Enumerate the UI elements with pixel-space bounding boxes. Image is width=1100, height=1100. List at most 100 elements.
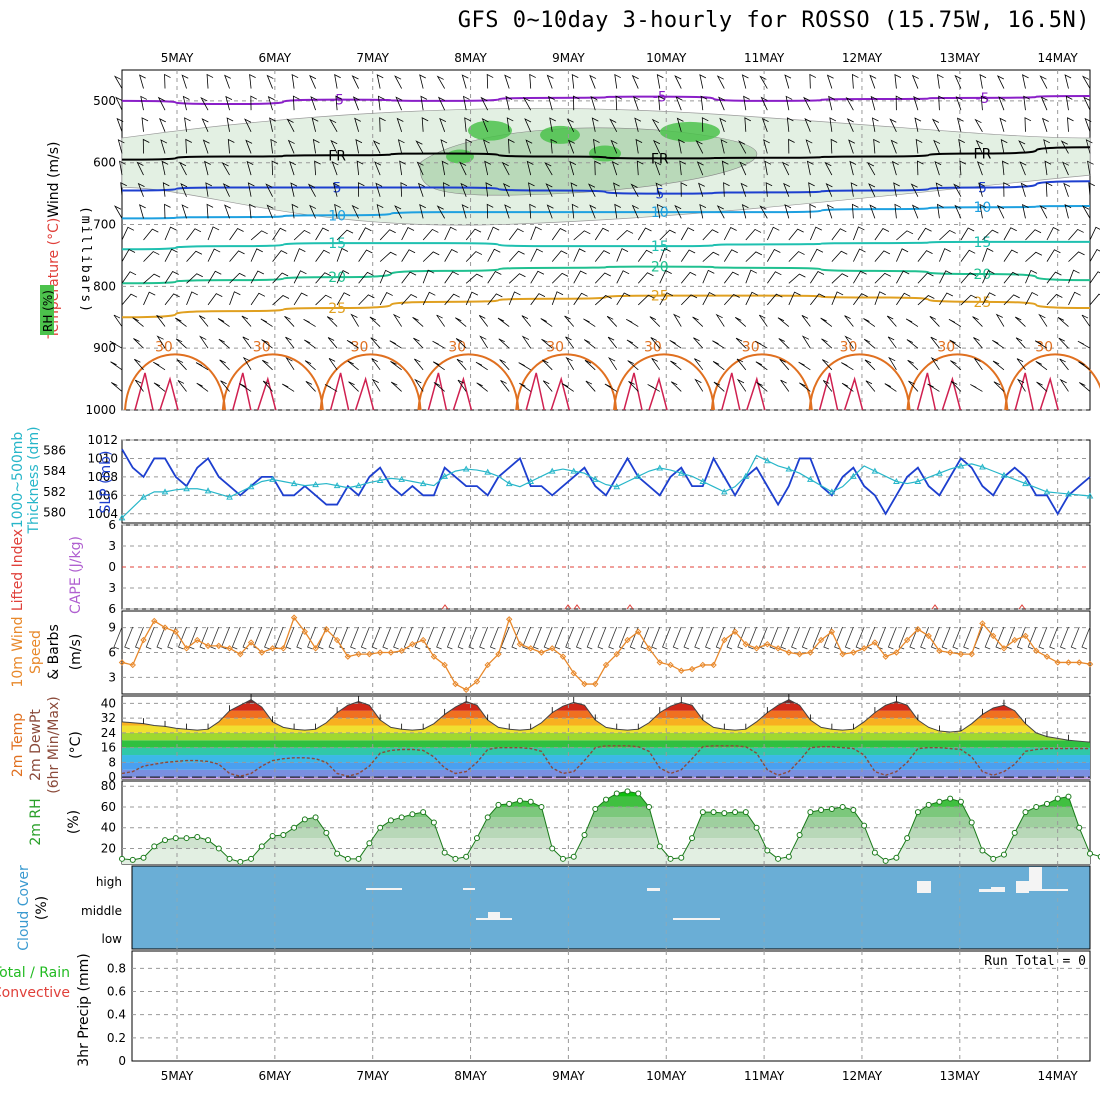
date-label-bottom: 8MAY <box>454 1069 487 1083</box>
isotherm-35 <box>427 372 473 411</box>
wind-barb <box>597 626 607 650</box>
wind-barb <box>659 292 673 306</box>
wind-speed-point <box>946 649 954 656</box>
wind-barb <box>545 183 553 197</box>
wind-speed-point <box>925 632 932 640</box>
wind-barb <box>851 203 859 219</box>
rh-point <box>732 809 739 816</box>
wind-barb <box>896 292 911 306</box>
wind-speed-point <box>237 650 244 658</box>
lifted-index-label: Lifted Index <box>10 529 26 611</box>
isotherm-label: 5 <box>333 180 342 196</box>
thickness-point <box>333 482 341 489</box>
wind-barb <box>699 74 707 89</box>
wind-speed-point <box>473 678 481 685</box>
rh-point <box>1033 803 1040 810</box>
rh-point <box>527 798 534 805</box>
wind-barb <box>547 95 555 111</box>
wind-barb <box>528 182 535 197</box>
wind-barb <box>250 292 266 306</box>
temp-band <box>122 755 1090 763</box>
wind-barb <box>1079 382 1091 392</box>
precip-frame <box>131 950 1091 1062</box>
wind-barb <box>525 139 533 154</box>
wind-speed-point <box>312 645 319 652</box>
wind-barb <box>422 291 436 306</box>
wind-barb <box>571 203 579 219</box>
wind-barb <box>767 293 783 306</box>
wind-barb <box>335 95 343 111</box>
thickness-tick-label: 580 <box>43 506 66 520</box>
wind-barb <box>777 317 790 327</box>
wind-speed-point <box>194 636 201 644</box>
wind-barb <box>139 204 146 219</box>
wind-barb <box>960 272 977 284</box>
wind-barb <box>282 383 295 392</box>
wind-barb <box>594 227 610 241</box>
cloud-bar <box>979 889 991 892</box>
wind-barb <box>1021 74 1029 89</box>
thickness-point <box>850 472 857 479</box>
wind-barb <box>948 318 962 327</box>
wind-barb <box>616 270 630 284</box>
wind-speed-point <box>882 653 889 660</box>
wind-barb <box>1089 226 1100 241</box>
wind-barb <box>649 316 661 327</box>
wind-barb <box>841 362 854 371</box>
thickness-point <box>807 475 814 482</box>
date-label-top: 9MAY <box>552 51 585 65</box>
wind-barb <box>683 626 693 650</box>
rh-point <box>904 835 911 842</box>
wind-barb <box>529 73 536 89</box>
wind-barb <box>791 626 800 650</box>
wind-barb <box>1089 293 1100 306</box>
precip-tick-label: 0 <box>118 1054 126 1068</box>
wind-label-3: & Barbs <box>46 624 62 680</box>
wind-barb <box>530 293 546 306</box>
wind-speed-point <box>731 628 739 635</box>
rh-point <box>215 845 222 852</box>
rh-tick-label: 80 <box>101 779 116 793</box>
cloud-bar <box>463 888 475 890</box>
cape-label: CAPE (J/kg) <box>68 536 84 614</box>
wind-barb <box>824 161 833 176</box>
isotherm-label: 30 <box>937 339 955 355</box>
wind-barb <box>444 248 458 262</box>
wind-barb <box>179 161 187 176</box>
thickness-point <box>720 488 728 495</box>
rh-point <box>312 814 319 821</box>
wind-barb <box>806 160 814 176</box>
wind-barb <box>226 117 234 132</box>
wind-barb <box>933 139 941 154</box>
wind-barb <box>1025 269 1038 284</box>
rh-point <box>387 817 394 824</box>
wind-speed-point <box>387 649 395 656</box>
wind-speed-point <box>355 650 362 658</box>
wind-speed-point <box>118 659 126 666</box>
wind-speed-point <box>398 647 405 655</box>
rh-point <box>914 809 921 816</box>
wind-barb <box>1021 203 1029 219</box>
wind-barb <box>851 73 859 89</box>
rh-point <box>549 845 556 852</box>
wind-barb <box>669 339 682 349</box>
wind-barb <box>734 317 747 327</box>
wind-barb <box>210 626 220 650</box>
wind-barb <box>227 138 235 154</box>
rh-point <box>979 847 986 854</box>
wind-barb <box>914 117 922 132</box>
wind-barb <box>436 314 445 327</box>
wind-speed-point <box>151 617 158 625</box>
wind-barb <box>1046 226 1060 241</box>
rh-point <box>635 790 642 797</box>
thickness-point <box>290 480 298 487</box>
wind-barb <box>611 160 619 176</box>
wind-barb <box>845 97 854 111</box>
wind-barb <box>530 270 545 284</box>
cloud-bar <box>1029 867 1042 891</box>
precip-total-label: Total / Rain <box>0 965 70 981</box>
wind-barb <box>479 335 489 349</box>
wind-barb <box>554 626 564 650</box>
wind-barb <box>508 228 524 241</box>
rh-point <box>968 819 975 826</box>
